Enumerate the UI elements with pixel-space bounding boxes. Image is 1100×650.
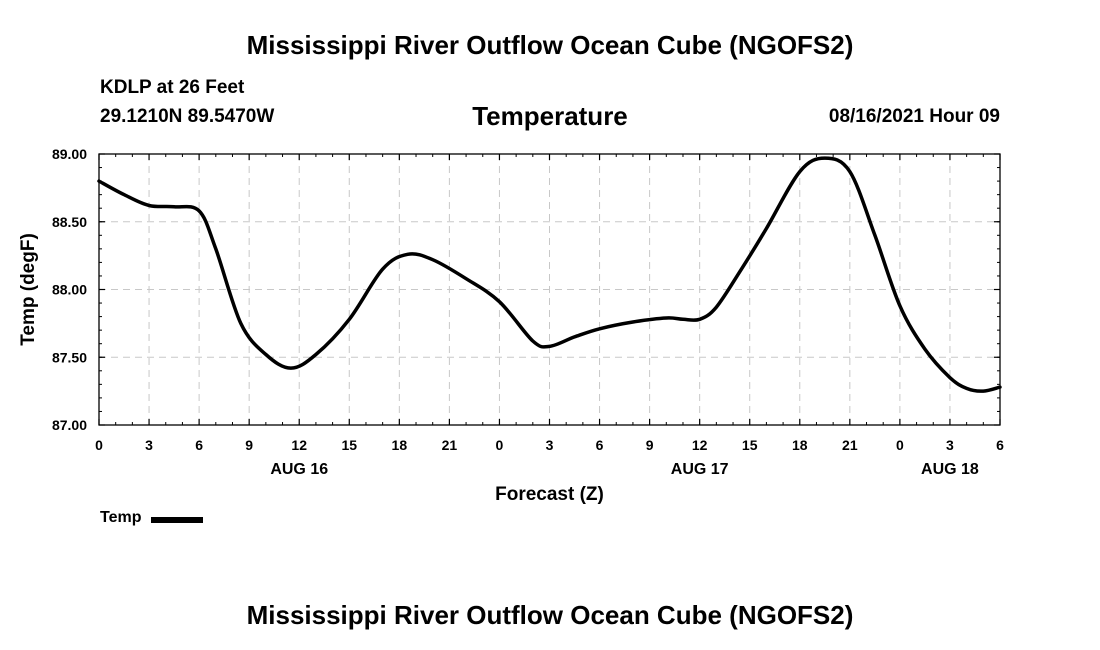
x-tick-label: 12 xyxy=(692,437,708,453)
station-label: KDLP at 26 Feet xyxy=(100,77,245,98)
y-tick-label: 88.50 xyxy=(52,214,87,230)
x-tick-label: 6 xyxy=(195,437,203,453)
x-axis-title: Forecast (Z) xyxy=(495,484,604,505)
x-tick-label: 0 xyxy=(95,437,103,453)
x-tick-label: 0 xyxy=(496,437,504,453)
y-tick-label: 88.00 xyxy=(52,282,87,298)
x-tick-label: 21 xyxy=(842,437,858,453)
y-tick-label: 89.00 xyxy=(52,146,87,162)
footer-title: Mississippi River Outflow Ocean Cube (NG… xyxy=(246,600,854,630)
datetime-label: 08/16/2021 Hour 09 xyxy=(828,106,1000,127)
date-label: AUG 17 xyxy=(671,461,729,478)
x-tick-label: 15 xyxy=(341,437,357,453)
legend-label: Temp xyxy=(100,509,142,526)
x-tick-label: 3 xyxy=(145,437,153,453)
y-tick-label: 87.00 xyxy=(52,417,87,433)
x-tick-label: 18 xyxy=(392,437,408,453)
x-tick-label: 21 xyxy=(442,437,458,453)
legend: Temp xyxy=(100,509,204,527)
x-tick-label: 0 xyxy=(896,437,904,453)
y-tick-label: 87.50 xyxy=(52,349,87,365)
series-line-temp xyxy=(97,156,1002,393)
coordinates-label: 29.1210N 89.5470W xyxy=(100,106,275,127)
x-tick-label: 6 xyxy=(996,437,1004,453)
x-tick-label: 12 xyxy=(291,437,307,453)
date-label: AUG 16 xyxy=(270,461,328,478)
x-tick-label: 3 xyxy=(546,437,554,453)
x-tick-label: 9 xyxy=(245,437,253,453)
legend-swatch xyxy=(151,516,204,523)
chart-title: Temperature xyxy=(472,101,628,131)
x-tick-label: 3 xyxy=(946,437,954,453)
x-tick-label: 6 xyxy=(596,437,604,453)
page-title: Mississippi River Outflow Ocean Cube (NG… xyxy=(246,30,854,60)
y-axis-title: Temp (degF) xyxy=(18,233,39,346)
date-label: AUG 18 xyxy=(921,461,979,478)
x-tick-label: 18 xyxy=(792,437,808,453)
x-tick-label: 9 xyxy=(646,437,654,453)
x-tick-label: 15 xyxy=(742,437,758,453)
